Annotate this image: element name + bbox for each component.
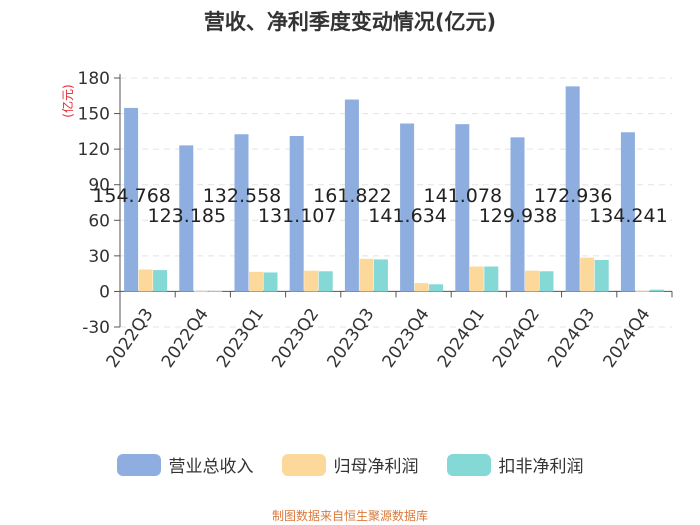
- bar-net-profit: [525, 270, 539, 292]
- bar-net-profit: [469, 266, 484, 292]
- bar-adj-net-profit: [263, 272, 278, 292]
- x-tick-label: 2024Q3: [544, 305, 599, 372]
- x-tick-label: 2023Q1: [213, 305, 268, 372]
- bar-net-profit: [414, 283, 429, 292]
- bar-adj-net-profit: [373, 259, 388, 292]
- data-label: 129.938: [479, 205, 558, 227]
- x-tick-label: 2024Q1: [434, 305, 489, 372]
- bar-net-profit: [304, 270, 319, 292]
- bar-revenue: [344, 99, 359, 292]
- bar-revenue: [620, 132, 635, 292]
- bar-adj-net-profit: [153, 270, 168, 292]
- data-label: 154.768: [92, 185, 171, 207]
- data-label: 131.107: [258, 205, 337, 227]
- data-label: 161.822: [313, 185, 392, 207]
- bar-revenue: [455, 124, 470, 292]
- y-tick-label: 0: [99, 282, 110, 302]
- y-tick-label: -30: [82, 318, 110, 338]
- legend-item[interactable]: 归母净利润: [281, 452, 419, 477]
- chart-title: 营收、净利季度变动情况(亿元): [203, 10, 497, 34]
- legend-swatch: [281, 453, 326, 476]
- bar-net-profit: [359, 258, 374, 292]
- x-tick-label: 2023Q4: [379, 305, 434, 372]
- x-tick-label: 2023Q3: [323, 305, 378, 372]
- y-tick-label: 180: [78, 69, 110, 89]
- bar-revenue: [510, 137, 525, 292]
- bar-net-profit: [249, 271, 263, 292]
- bar-adj-net-profit: [208, 290, 223, 292]
- legend-label: 扣非净利润: [498, 457, 584, 477]
- x-tick-label: 2024Q4: [599, 305, 654, 372]
- x-tick-label: 2024Q2: [489, 305, 544, 372]
- y-tick-label: 60: [88, 211, 110, 231]
- bar-adj-net-profit: [649, 289, 664, 292]
- data-label: 132.558: [203, 185, 282, 207]
- data-label: 141.078: [424, 185, 503, 207]
- legend-item[interactable]: 扣非净利润: [446, 452, 584, 477]
- bar-adj-net-profit: [429, 284, 444, 292]
- bar-revenue: [400, 123, 415, 292]
- y-axis-label: (亿元): [60, 84, 75, 117]
- y-tick-label: 30: [88, 247, 110, 267]
- legend-label: 归母净利润: [333, 457, 419, 477]
- legend-item[interactable]: 营业总收入: [116, 452, 254, 477]
- bar-revenue: [289, 135, 304, 292]
- y-tick-label: 120: [78, 140, 110, 160]
- bar-adj-net-profit: [484, 266, 499, 292]
- legend-swatch: [446, 453, 491, 476]
- data-label: 172.936: [534, 185, 613, 207]
- y-tick-label: 150: [78, 105, 110, 125]
- bar-revenue: [565, 86, 580, 292]
- bar-adj-net-profit: [318, 271, 333, 292]
- bar-adj-net-profit: [594, 260, 609, 292]
- x-tick-label: 2023Q2: [268, 305, 323, 372]
- legend: 营业总收入 归母净利润 扣非净利润: [0, 452, 700, 477]
- bar-revenue: [234, 134, 249, 292]
- bar-adj-net-profit: [539, 271, 554, 292]
- bar-net-profit: [193, 291, 208, 293]
- x-tick-label: 2022Q3: [103, 305, 158, 372]
- data-label: 141.634: [368, 205, 447, 227]
- bar-net-profit: [580, 257, 595, 292]
- bar-revenue: [124, 107, 139, 292]
- data-label: 123.185: [148, 205, 227, 227]
- y-tick-label: 90: [88, 176, 110, 196]
- source-note: 制图数据来自恒生聚源数据库: [271, 509, 428, 523]
- bar-net-profit: [635, 290, 650, 292]
- bar-revenue: [179, 145, 194, 292]
- data-label: 134.241: [589, 205, 668, 227]
- legend-label: 营业总收入: [168, 457, 254, 477]
- bar-net-profit: [138, 269, 153, 292]
- x-tick-label: 2022Q4: [158, 305, 213, 372]
- legend-swatch: [116, 453, 161, 476]
